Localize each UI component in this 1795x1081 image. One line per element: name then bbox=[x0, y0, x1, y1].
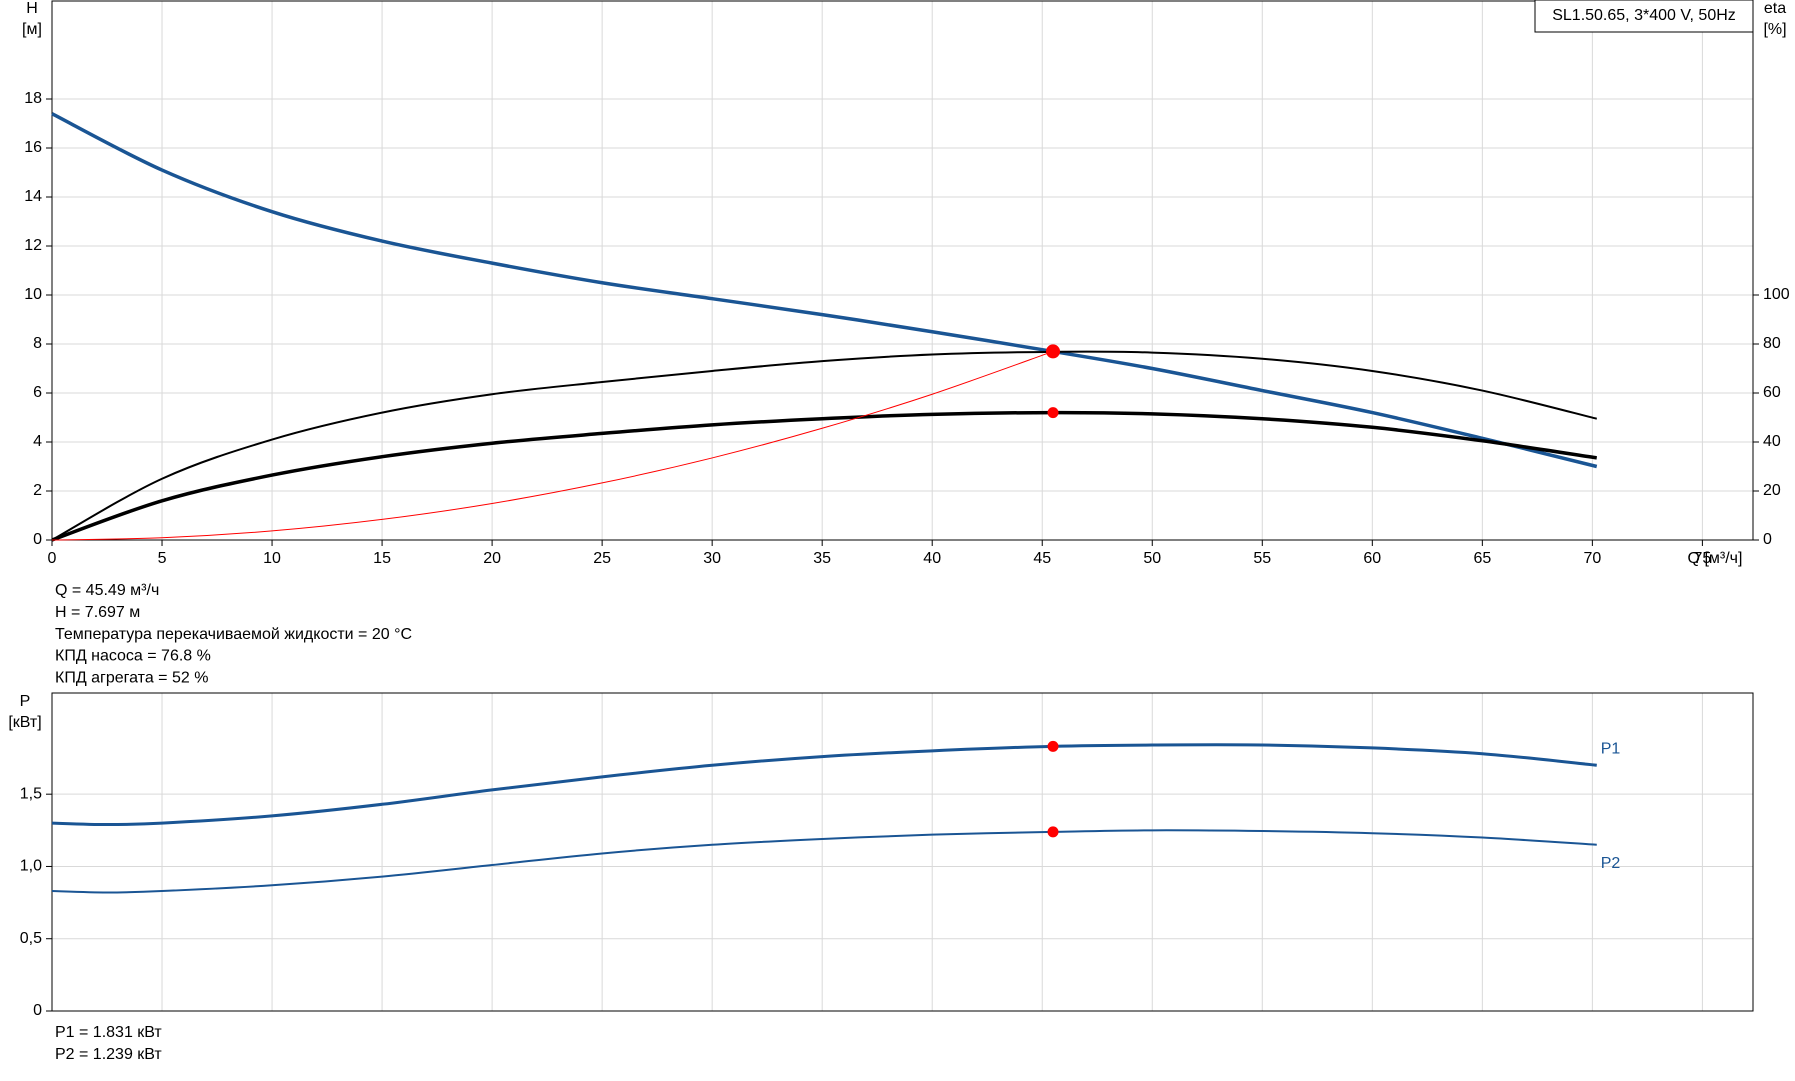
curve bbox=[51, 350, 1597, 541]
y-tick-label: 1,0 bbox=[20, 858, 42, 875]
x-tick-label: 10 bbox=[263, 550, 281, 567]
y-tick-label: 0 bbox=[33, 1002, 42, 1019]
x-tick-label: 40 bbox=[923, 550, 941, 567]
x-tick-label: 70 bbox=[1583, 550, 1601, 567]
y-tick-label: 2 bbox=[33, 482, 42, 499]
x-tick-label: 15 bbox=[373, 550, 391, 567]
x-tick-label: 55 bbox=[1253, 550, 1271, 567]
x-tick-label: 50 bbox=[1143, 550, 1161, 567]
operating-point bbox=[1046, 344, 1061, 359]
curve bbox=[51, 743, 1597, 827]
y2-tick-label: 40 bbox=[1763, 433, 1781, 450]
y-axis-unit: [м] bbox=[22, 21, 42, 38]
info-line: P2 = 1.239 кВт bbox=[55, 1046, 162, 1063]
y-axis-unit: [кВт] bbox=[8, 714, 41, 731]
x-tick-label: 45 bbox=[1033, 550, 1051, 567]
curve bbox=[51, 829, 1597, 894]
x-tick-label: 25 bbox=[593, 550, 611, 567]
info-line: P1 = 1.831 кВт bbox=[55, 1024, 162, 1041]
curve bbox=[51, 112, 1598, 469]
info-line: H = 7.697 м bbox=[55, 604, 140, 621]
info-line: Q = 45.49 м³/ч bbox=[55, 582, 159, 599]
x-tick-label: 75 bbox=[1693, 550, 1711, 567]
y-tick-label: 8 bbox=[33, 335, 42, 352]
y2-axis-label: eta bbox=[1764, 0, 1786, 17]
y2-tick-label: 60 bbox=[1763, 384, 1781, 401]
y-tick-label: 10 bbox=[24, 286, 42, 303]
x-tick-label: 65 bbox=[1473, 550, 1491, 567]
y-tick-label: 16 bbox=[24, 139, 42, 156]
series-label: P1 bbox=[1601, 740, 1621, 757]
y-tick-label: 14 bbox=[24, 188, 42, 205]
y-tick-label: 4 bbox=[33, 433, 42, 450]
x-axis-label: Q [м³/ч] bbox=[1688, 550, 1743, 567]
x-tick-label: 20 bbox=[483, 550, 501, 567]
x-tick-label: 30 bbox=[703, 550, 721, 567]
curve bbox=[51, 410, 1598, 542]
plot-frame bbox=[51, 692, 1754, 1012]
x-tick-label: 60 bbox=[1363, 550, 1381, 567]
y2-tick-label: 0 bbox=[1763, 531, 1772, 548]
info-line: Температура перекачиваемой жидкости = 20… bbox=[55, 626, 412, 643]
y-tick-label: 0 bbox=[33, 531, 42, 548]
info-line: КПД агрегата = 52 % bbox=[55, 669, 208, 686]
plot-frame bbox=[51, 0, 1754, 541]
operating-point bbox=[1047, 740, 1059, 752]
y-tick-label: 12 bbox=[24, 237, 42, 254]
y2-tick-label: 20 bbox=[1763, 482, 1781, 499]
y-tick-label: 1,5 bbox=[20, 785, 42, 802]
y-axis-label: H bbox=[26, 0, 38, 17]
series-label: P2 bbox=[1601, 855, 1621, 872]
y-tick-label: 18 bbox=[24, 90, 42, 107]
curve bbox=[51, 350, 1054, 541]
x-tick-label: 5 bbox=[158, 550, 167, 567]
info-line: КПД насоса = 76.8 % bbox=[55, 648, 211, 665]
operating-point bbox=[1047, 826, 1059, 838]
y2-tick-label: 80 bbox=[1763, 335, 1781, 352]
y-axis-label: P bbox=[20, 693, 31, 710]
model-box bbox=[1534, 0, 1754, 33]
y-tick-label: 0,5 bbox=[20, 930, 42, 947]
y2-axis-unit: [%] bbox=[1763, 21, 1786, 38]
model-label: SL1.50.65, 3*400 V, 50Hz bbox=[1552, 7, 1736, 24]
y-tick-label: 6 bbox=[33, 384, 42, 401]
x-tick-label: 35 bbox=[813, 550, 831, 567]
x-tick-label: 0 bbox=[48, 550, 57, 567]
y2-tick-label: 100 bbox=[1763, 286, 1790, 303]
operating-point bbox=[1047, 407, 1059, 419]
